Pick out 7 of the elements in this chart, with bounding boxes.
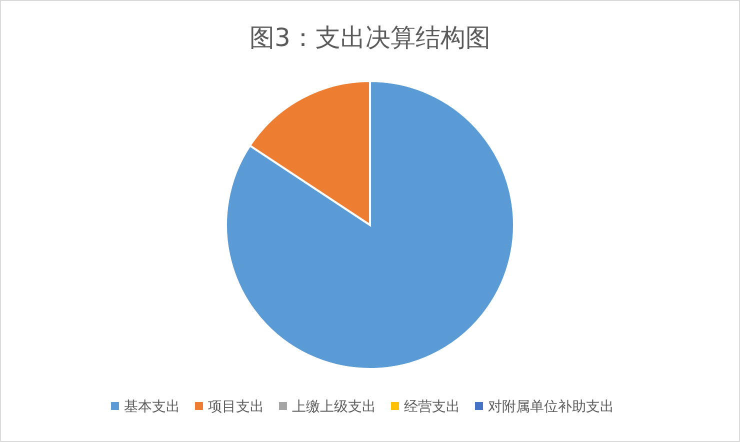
pie-slice — [225, 80, 515, 370]
chart-title: 图3：支出决算结构图 — [250, 23, 490, 52]
legend-label: 项目支出 — [208, 399, 264, 415]
legend-label: 基本支出 — [124, 399, 180, 415]
legend-label: 经营支出 — [404, 399, 460, 415]
legend-label: 对附属单位补助支出 — [488, 399, 614, 415]
legend-label: 上缴上级支出 — [292, 399, 376, 415]
